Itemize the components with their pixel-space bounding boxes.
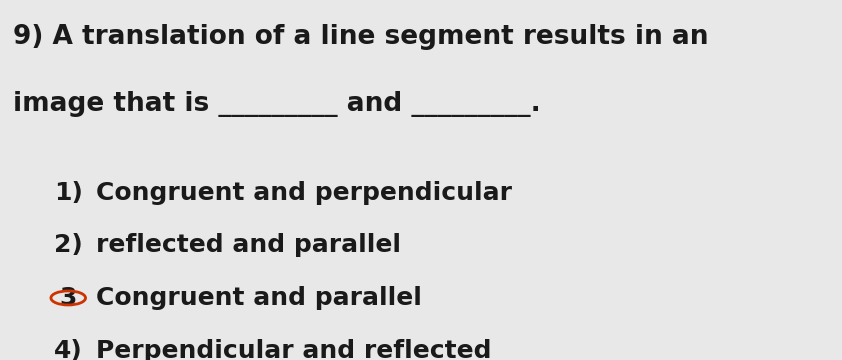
Text: 1): 1) — [54, 181, 83, 205]
Text: Congruent and perpendicular: Congruent and perpendicular — [96, 181, 512, 205]
Text: 9) A translation of a line segment results in an: 9) A translation of a line segment resul… — [13, 24, 709, 50]
Text: 2): 2) — [54, 233, 83, 257]
Text: image that is _________ and _________.: image that is _________ and _________. — [13, 91, 541, 117]
Text: 4): 4) — [54, 338, 83, 360]
Text: Perpendicular and reflected: Perpendicular and reflected — [96, 338, 491, 360]
Text: Congruent and parallel: Congruent and parallel — [96, 286, 422, 310]
Text: 3: 3 — [60, 286, 77, 310]
Text: reflected and parallel: reflected and parallel — [96, 233, 401, 257]
